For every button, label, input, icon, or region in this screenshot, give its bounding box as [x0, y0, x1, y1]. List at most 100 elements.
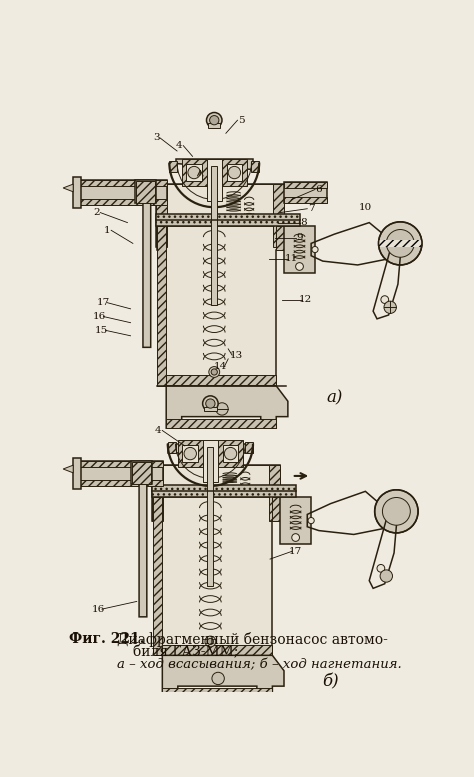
Polygon shape: [143, 188, 151, 347]
Polygon shape: [63, 465, 73, 473]
Polygon shape: [157, 226, 285, 386]
Text: а): а): [326, 389, 343, 406]
Circle shape: [211, 369, 218, 375]
Polygon shape: [73, 177, 81, 208]
Circle shape: [202, 395, 218, 411]
Circle shape: [224, 448, 237, 460]
Polygon shape: [156, 184, 167, 247]
Text: 14: 14: [214, 362, 227, 371]
Polygon shape: [131, 462, 152, 484]
Circle shape: [383, 497, 410, 525]
Polygon shape: [135, 180, 156, 204]
Text: 16: 16: [91, 605, 105, 614]
Bar: [204, 406, 217, 411]
Polygon shape: [75, 462, 163, 468]
Polygon shape: [169, 159, 259, 170]
Text: 4: 4: [155, 426, 162, 435]
Bar: [208, 124, 220, 128]
Text: 17: 17: [97, 298, 110, 307]
Bar: [186, 164, 202, 181]
Circle shape: [384, 301, 396, 313]
Circle shape: [296, 263, 303, 270]
Text: 13: 13: [229, 350, 243, 360]
Polygon shape: [156, 214, 300, 226]
Polygon shape: [251, 161, 259, 172]
Polygon shape: [136, 181, 155, 203]
Polygon shape: [276, 226, 285, 249]
Polygon shape: [139, 469, 147, 617]
Circle shape: [206, 399, 215, 408]
Polygon shape: [182, 159, 207, 186]
Bar: [167, 184, 273, 214]
Text: 1: 1: [104, 226, 110, 235]
Polygon shape: [284, 197, 327, 204]
Circle shape: [205, 636, 216, 647]
Polygon shape: [178, 440, 202, 467]
Polygon shape: [75, 180, 167, 186]
Circle shape: [209, 367, 219, 378]
Circle shape: [308, 517, 314, 524]
Text: 3: 3: [153, 134, 159, 142]
Bar: [223, 445, 238, 462]
Polygon shape: [152, 465, 280, 521]
Polygon shape: [132, 462, 152, 483]
Bar: [207, 448, 213, 586]
Circle shape: [212, 672, 224, 685]
Polygon shape: [156, 184, 284, 247]
Circle shape: [377, 564, 385, 572]
Polygon shape: [284, 182, 327, 188]
Bar: [227, 164, 242, 181]
Text: 5: 5: [238, 116, 245, 124]
Polygon shape: [166, 419, 276, 428]
Polygon shape: [218, 440, 243, 467]
Text: 15: 15: [95, 326, 109, 335]
Polygon shape: [153, 497, 162, 655]
Text: 11: 11: [285, 254, 298, 263]
Text: Диафрагменный бензонасос автомо-: Диафрагменный бензонасос автомо-: [118, 632, 388, 647]
Bar: [182, 445, 198, 462]
Circle shape: [386, 229, 414, 257]
Polygon shape: [75, 180, 167, 205]
Polygon shape: [169, 161, 177, 172]
Text: 12: 12: [299, 295, 312, 304]
Polygon shape: [166, 375, 276, 386]
Bar: [207, 159, 222, 201]
Text: а – ход всасывания; б – ход нагнетания.: а – ход всасывания; б – ход нагнетания.: [118, 658, 402, 671]
Polygon shape: [152, 485, 296, 497]
Circle shape: [228, 166, 241, 179]
Polygon shape: [168, 442, 175, 453]
Circle shape: [312, 246, 318, 253]
Polygon shape: [75, 199, 167, 205]
Polygon shape: [75, 479, 163, 486]
Text: 8: 8: [300, 218, 307, 227]
Circle shape: [379, 221, 422, 265]
Text: 2: 2: [93, 208, 100, 217]
Circle shape: [292, 534, 300, 542]
Text: 9: 9: [296, 234, 303, 242]
Circle shape: [381, 296, 389, 304]
Polygon shape: [157, 226, 166, 386]
Polygon shape: [245, 442, 253, 453]
Text: 7: 7: [308, 204, 314, 213]
Text: 4: 4: [176, 141, 182, 150]
Polygon shape: [75, 462, 163, 486]
Circle shape: [216, 402, 228, 415]
Circle shape: [184, 448, 196, 460]
Polygon shape: [162, 688, 273, 698]
Polygon shape: [162, 645, 273, 655]
Text: б): б): [322, 674, 339, 691]
Polygon shape: [162, 655, 284, 698]
Text: 17: 17: [289, 547, 302, 556]
Polygon shape: [269, 465, 280, 521]
Polygon shape: [63, 184, 73, 192]
Circle shape: [380, 570, 392, 582]
Polygon shape: [379, 239, 422, 247]
Polygon shape: [284, 226, 315, 273]
Polygon shape: [284, 182, 327, 204]
Polygon shape: [73, 458, 81, 489]
Text: 10: 10: [359, 203, 372, 211]
Polygon shape: [166, 386, 288, 428]
Polygon shape: [280, 497, 311, 544]
Text: биля ГАЗ-ММ;: биля ГАЗ-ММ;: [133, 645, 238, 659]
Circle shape: [374, 490, 418, 533]
